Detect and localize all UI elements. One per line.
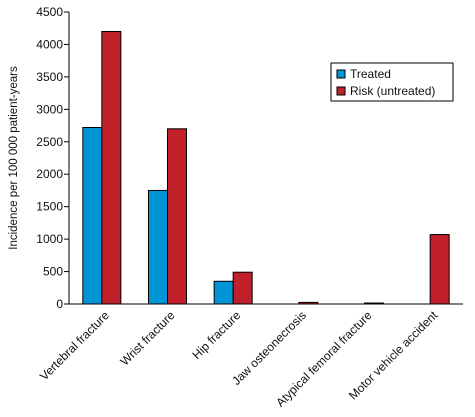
bar-treated <box>213 280 234 305</box>
y-tick-label: 4500 <box>36 5 63 19</box>
y-tick-label: 4000 <box>36 37 63 51</box>
y-tick-label: 3000 <box>36 102 63 116</box>
x-tick-label: Vertebral fracture <box>37 308 112 383</box>
legend-box <box>330 62 454 102</box>
bar-risk-untreated <box>429 234 450 305</box>
y-axis-title: Incidence per 100 000 patient-years <box>8 66 20 250</box>
x-tick-label: Wrist fracture <box>117 308 177 368</box>
y-tick-label: 0 <box>56 297 63 311</box>
y-axis-ticks: 0 500 1000 1500 2000 2500 3000 3500 4000 4500 <box>36 5 69 311</box>
y-tick-label: 1000 <box>36 232 63 246</box>
legend-label: Treated <box>350 67 391 81</box>
legend-swatch <box>336 86 346 96</box>
legend: Treated Risk (untreated) <box>330 62 454 102</box>
legend-swatch <box>336 69 346 79</box>
y-tick-label: 2000 <box>36 167 63 181</box>
bar-treated <box>148 189 168 305</box>
bar-risk-untreated <box>101 30 122 305</box>
bar-treated <box>82 127 103 305</box>
x-tick-label: Hip fracture <box>190 308 244 362</box>
bar-risk-untreated <box>167 128 187 305</box>
y-tick-label: 2500 <box>36 135 63 149</box>
bar-series <box>82 30 450 305</box>
legend-label: Risk (untreated) <box>350 84 435 98</box>
x-axis-tick-labels: Vertebral fracture Wrist fracture Hip frac… <box>37 308 441 410</box>
y-tick-label: 3500 <box>36 70 63 84</box>
y-tick-label: 500 <box>43 265 63 279</box>
bar-risk-untreated <box>232 271 253 305</box>
y-tick-label: 1500 <box>36 200 63 214</box>
